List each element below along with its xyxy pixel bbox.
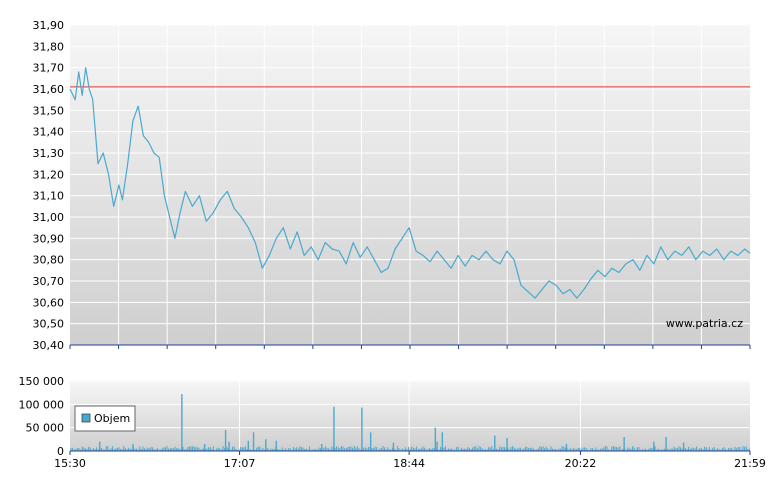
volume-x-axis: 15:30 17:07 18:44 20:22 21:59 — [54, 451, 766, 470]
volume-y-tick-label: 50 000 — [26, 422, 65, 435]
volume-x-tick-label: 21:59 — [734, 457, 766, 470]
price-y-axis: 30,40 30,50 30,60 30,70 30,80 30,90 31,00 31,10… — [33, 19, 65, 352]
price-y-tick-label: 31,80 — [33, 40, 65, 53]
price-y-tick-label: 30,60 — [33, 296, 65, 309]
volume-bars — [70, 394, 750, 451]
price-y-tick-label: 30,90 — [33, 232, 65, 245]
volume-y-tick-label: 150 000 — [19, 375, 65, 388]
volume-y-axis: 0 50 000 100 000 150 000 — [19, 375, 65, 458]
price-y-tick-label: 30,50 — [33, 318, 65, 331]
volume-y-tick-label: 100 000 — [19, 398, 65, 411]
price-grid — [70, 24, 750, 345]
price-y-tick-label: 31,90 — [33, 19, 65, 32]
volume-grid — [70, 380, 750, 451]
volume-y-tick-label: 0 — [57, 445, 64, 458]
legend-swatch-objem — [81, 413, 91, 423]
watermark: www.patria.cz — [666, 317, 743, 330]
volume-x-tick-label: 15:30 — [54, 457, 86, 470]
price-y-tick-label: 31,30 — [33, 147, 65, 160]
price-y-tick-label: 31,50 — [33, 104, 65, 117]
price-y-tick-label: 30,70 — [33, 275, 65, 288]
price-y-tick-label: 31,20 — [33, 168, 65, 181]
price-chart: 30,40 30,50 30,60 30,70 30,80 30,90 31,00 31,10… — [33, 19, 751, 352]
price-y-tick-label: 31,40 — [33, 126, 65, 139]
volume-x-tick-label: 18:44 — [393, 457, 425, 470]
volume-x-tick-label: 17:07 — [224, 457, 256, 470]
price-x-ticks — [69, 345, 751, 349]
legend-label-objem: Objem — [94, 412, 130, 425]
volume-x-tick-label: 20:22 — [565, 457, 597, 470]
volume-chart: 0 50 000 100 000 150 000 15:30 17:07 18:44 20:… — [19, 375, 766, 470]
price-series-line — [69, 67, 751, 299]
price-y-tick-label: 31,70 — [33, 62, 65, 75]
price-y-tick-label: 31,60 — [33, 83, 65, 96]
price-y-tick-label: 31,10 — [33, 190, 65, 203]
volume-legend: Objem — [74, 405, 136, 432]
price-y-tick-label: 30,80 — [33, 254, 65, 267]
price-y-tick-label: 30,40 — [33, 339, 65, 352]
price-y-tick-label: 31,00 — [33, 211, 65, 224]
volume-plot-background — [70, 381, 750, 451]
